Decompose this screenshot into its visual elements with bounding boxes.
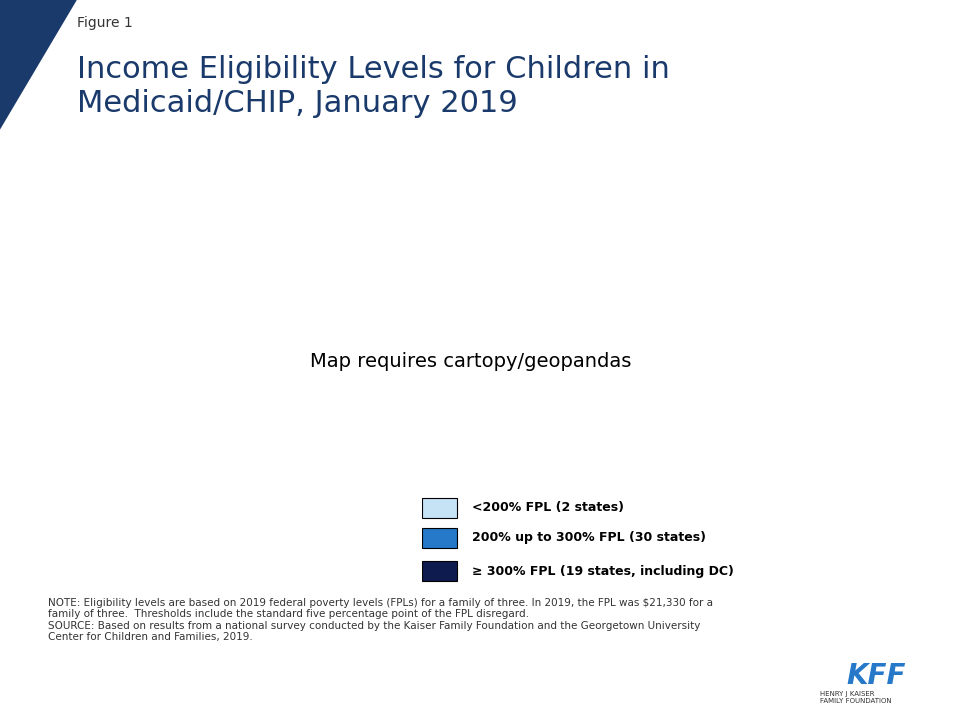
Text: Figure 1: Figure 1: [77, 16, 132, 30]
Text: Income Eligibility Levels for Children in
Medicaid/CHIP, January 2019: Income Eligibility Levels for Children i…: [77, 55, 670, 118]
FancyBboxPatch shape: [422, 561, 457, 581]
Text: 200% up to 300% FPL (30 states): 200% up to 300% FPL (30 states): [472, 531, 707, 544]
FancyBboxPatch shape: [422, 498, 457, 518]
Text: <200% FPL (2 states): <200% FPL (2 states): [472, 501, 624, 514]
Text: NOTE: Eligibility levels are based on 2019 federal poverty levels (FPLs) for a f: NOTE: Eligibility levels are based on 20…: [48, 598, 713, 642]
Text: Map requires cartopy/geopandas: Map requires cartopy/geopandas: [310, 352, 631, 372]
Polygon shape: [0, 0, 77, 130]
FancyBboxPatch shape: [422, 528, 457, 548]
Text: ≥ 300% FPL (19 states, including DC): ≥ 300% FPL (19 states, including DC): [472, 564, 734, 577]
Text: KFF: KFF: [847, 662, 906, 690]
Text: HENRY J KAISER
FAMILY FOUNDATION: HENRY J KAISER FAMILY FOUNDATION: [820, 691, 892, 704]
